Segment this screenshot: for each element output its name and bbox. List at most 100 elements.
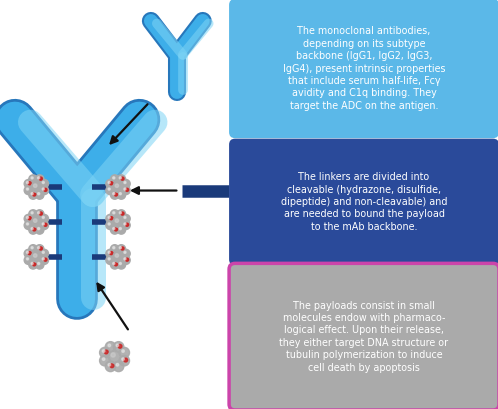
Circle shape — [29, 261, 37, 269]
Circle shape — [124, 251, 126, 254]
Circle shape — [106, 221, 115, 229]
Circle shape — [110, 217, 113, 220]
Circle shape — [35, 191, 44, 199]
Circle shape — [28, 252, 31, 255]
Circle shape — [40, 186, 48, 195]
Circle shape — [114, 342, 124, 352]
Circle shape — [115, 193, 118, 196]
Circle shape — [33, 193, 36, 196]
Circle shape — [31, 247, 33, 249]
Circle shape — [33, 254, 37, 257]
Circle shape — [122, 350, 124, 353]
Circle shape — [122, 358, 124, 360]
Circle shape — [108, 344, 111, 347]
Circle shape — [119, 355, 129, 366]
Circle shape — [26, 188, 28, 190]
Circle shape — [40, 249, 48, 258]
Circle shape — [24, 214, 33, 223]
Circle shape — [40, 214, 48, 223]
Circle shape — [105, 342, 116, 352]
Circle shape — [106, 180, 115, 188]
Circle shape — [113, 227, 115, 230]
Circle shape — [106, 214, 115, 223]
Circle shape — [121, 177, 124, 180]
Circle shape — [33, 228, 36, 231]
Text: The monoclonal antibodies,
depending on its subtype
backbone (IgG1, IgG2, IgG3,
: The monoclonal antibodies, depending on … — [283, 27, 445, 111]
Circle shape — [124, 216, 126, 218]
Circle shape — [117, 226, 125, 234]
Circle shape — [110, 182, 113, 185]
Circle shape — [35, 261, 44, 269]
Circle shape — [111, 245, 119, 253]
Circle shape — [31, 177, 33, 179]
Circle shape — [117, 261, 125, 269]
Circle shape — [35, 175, 44, 183]
Circle shape — [39, 212, 42, 215]
Circle shape — [108, 258, 110, 260]
Circle shape — [105, 361, 116, 372]
Circle shape — [108, 216, 110, 218]
Circle shape — [121, 212, 124, 215]
Circle shape — [26, 251, 28, 254]
Circle shape — [124, 358, 127, 362]
Circle shape — [113, 252, 123, 262]
Circle shape — [109, 351, 121, 363]
Circle shape — [125, 223, 128, 226]
Circle shape — [111, 210, 119, 218]
Circle shape — [119, 247, 122, 249]
Circle shape — [116, 364, 119, 366]
Circle shape — [124, 182, 126, 184]
Circle shape — [100, 347, 110, 358]
Circle shape — [117, 191, 125, 199]
Circle shape — [35, 210, 44, 218]
Circle shape — [119, 263, 122, 265]
Circle shape — [37, 177, 40, 179]
Circle shape — [24, 186, 33, 195]
Circle shape — [42, 216, 44, 218]
Circle shape — [122, 214, 130, 223]
Circle shape — [31, 193, 33, 195]
Circle shape — [37, 212, 40, 214]
Circle shape — [113, 212, 115, 214]
Circle shape — [33, 263, 36, 266]
Circle shape — [122, 256, 130, 265]
Circle shape — [111, 261, 119, 269]
Circle shape — [26, 182, 28, 184]
Circle shape — [35, 226, 44, 234]
Circle shape — [37, 263, 40, 265]
Circle shape — [29, 210, 37, 218]
Text: The payloads consist in small
molecules endow with pharmaco-
logical effect. Upo: The payloads consist in small molecules … — [279, 301, 449, 373]
Circle shape — [121, 247, 124, 250]
Circle shape — [122, 186, 130, 195]
Circle shape — [44, 258, 47, 261]
FancyBboxPatch shape — [229, 0, 498, 138]
Circle shape — [124, 223, 126, 225]
Circle shape — [113, 193, 115, 195]
Circle shape — [111, 191, 119, 199]
Circle shape — [40, 180, 48, 188]
Circle shape — [39, 177, 42, 180]
Circle shape — [111, 353, 115, 357]
Circle shape — [26, 216, 28, 218]
Circle shape — [108, 251, 110, 254]
Circle shape — [29, 175, 37, 183]
Circle shape — [33, 184, 37, 187]
Circle shape — [29, 226, 37, 234]
Circle shape — [115, 228, 118, 231]
Circle shape — [106, 186, 115, 195]
Circle shape — [113, 177, 115, 179]
Circle shape — [124, 188, 126, 190]
Circle shape — [119, 177, 122, 179]
Circle shape — [119, 193, 122, 195]
Circle shape — [115, 254, 119, 257]
Circle shape — [42, 182, 44, 184]
Circle shape — [35, 245, 44, 253]
Circle shape — [122, 221, 130, 229]
Circle shape — [37, 193, 40, 195]
FancyBboxPatch shape — [229, 263, 498, 409]
Circle shape — [115, 184, 119, 187]
Circle shape — [111, 226, 119, 234]
Circle shape — [105, 350, 108, 354]
Circle shape — [125, 258, 128, 261]
Circle shape — [28, 182, 31, 185]
